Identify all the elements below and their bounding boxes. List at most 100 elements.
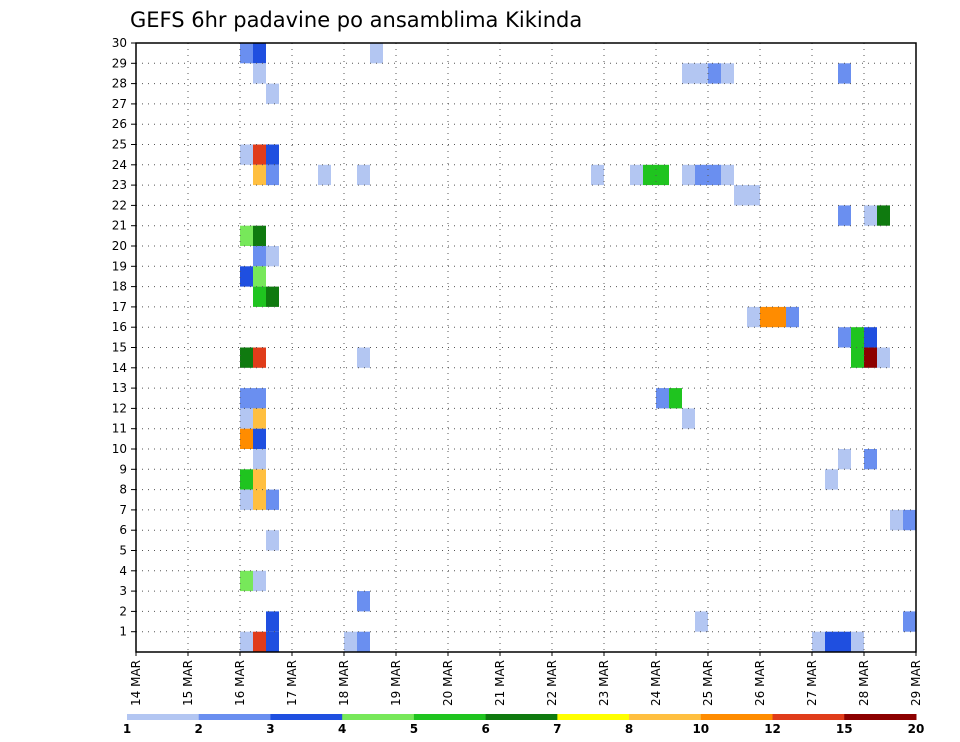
x-tick-label: 26 MAR [753, 660, 767, 706]
y-axis-ticks: 1234567891011121314151617181920212223242… [112, 36, 136, 639]
chart-title: GEFS 6hr padavine po ansamblima Kikinda [130, 8, 582, 32]
precip-cell [240, 347, 253, 368]
precip-cell [682, 408, 695, 429]
precip-cell [253, 63, 266, 84]
x-tick-label: 28 MAR [857, 660, 871, 706]
precip-cell [708, 164, 721, 186]
precip-cell [266, 164, 279, 186]
grid-lines [136, 43, 916, 652]
colorbar-swatch [700, 714, 774, 720]
x-tick-label: 20 MAR [441, 660, 455, 706]
precip-cell [253, 428, 266, 449]
precip-cell [253, 144, 266, 165]
precip-cell [253, 489, 266, 510]
colorbar-swatch [629, 714, 702, 720]
precip-cell [838, 205, 851, 226]
precip-cell [708, 63, 721, 84]
precip-cell [318, 164, 331, 186]
colorbar: 1 2 3 4 5 6 7 8 10 12 15 20 [123, 714, 925, 736]
precip-cell [695, 164, 708, 186]
precip-cell [812, 631, 825, 652]
colorbar-swatch [772, 714, 845, 720]
y-tick-label: 25 [112, 138, 127, 152]
y-tick-label: 9 [119, 462, 127, 476]
precip-cell [695, 611, 708, 632]
precip-cell [656, 388, 669, 409]
precip-cell [266, 489, 279, 510]
precip-cell [266, 631, 279, 652]
precip-cell [838, 63, 851, 84]
precip-cell [786, 306, 799, 328]
y-tick-label: 21 [112, 219, 127, 233]
y-tick-label: 10 [112, 442, 127, 456]
precip-cell [864, 449, 877, 470]
precip-cell [669, 388, 682, 409]
precip-cell [838, 327, 851, 348]
precip-cell [734, 185, 747, 206]
y-tick-label: 18 [112, 280, 127, 294]
colorbar-swatch [270, 714, 343, 720]
y-tick-label: 3 [119, 584, 127, 598]
x-tick-label: 25 MAR [701, 660, 715, 706]
precip-cell [370, 43, 383, 64]
precip-cell [253, 43, 266, 64]
precip-cell [851, 631, 864, 652]
precip-cell [266, 611, 279, 632]
colorbar-label: 15 [836, 722, 853, 736]
precip-cell [864, 347, 877, 368]
precip-cell [721, 164, 734, 186]
precip-cell [253, 286, 266, 307]
precip-cell [240, 469, 253, 490]
y-tick-label: 23 [112, 178, 127, 192]
colorbar-label: 10 [692, 722, 709, 736]
precip-cell [838, 449, 851, 470]
precip-cell [357, 631, 370, 652]
precip-cell [266, 286, 279, 307]
precip-cell [851, 327, 864, 348]
colorbar-label: 20 [908, 722, 925, 736]
precip-cell [253, 388, 266, 409]
colorbar-label: 7 [553, 722, 561, 736]
precip-cell [266, 144, 279, 165]
precip-cell [266, 530, 279, 551]
colorbar-swatch [127, 714, 200, 720]
precipitation-cells [240, 43, 916, 652]
x-tick-label: 24 MAR [649, 660, 663, 706]
colorbar-swatch [557, 714, 630, 720]
precip-cell [240, 408, 253, 429]
precip-cell [773, 306, 786, 328]
precip-cell [760, 306, 773, 328]
precip-cell [253, 246, 266, 267]
x-tick-label: 29 MAR [909, 660, 923, 706]
precip-cell [890, 509, 903, 531]
precip-cell [656, 164, 669, 186]
y-tick-label: 5 [119, 544, 127, 558]
precip-cell [695, 63, 708, 84]
precip-cell [877, 205, 890, 226]
x-tick-label: 23 MAR [597, 660, 611, 706]
precip-cell [240, 631, 253, 652]
precip-cell [877, 347, 890, 368]
y-tick-label: 11 [112, 422, 127, 436]
precip-cell [253, 225, 266, 246]
y-tick-label: 8 [119, 483, 127, 497]
precip-cell [851, 347, 864, 368]
precip-cell [682, 63, 695, 84]
y-tick-label: 2 [119, 604, 127, 618]
colorbar-label: 8 [625, 722, 633, 736]
x-tick-label: 16 MAR [233, 660, 247, 706]
precip-cell [903, 509, 916, 531]
precip-cell [240, 570, 253, 592]
colorbar-swatch [485, 714, 558, 720]
precip-cell [240, 428, 253, 449]
y-tick-label: 28 [112, 77, 127, 91]
colorbar-label: 3 [266, 722, 274, 736]
x-tick-label: 15 MAR [181, 660, 195, 706]
y-tick-label: 29 [112, 56, 127, 70]
y-tick-label: 16 [112, 320, 127, 334]
precip-cell [253, 164, 266, 186]
precip-cell [721, 63, 734, 84]
y-tick-label: 17 [112, 300, 127, 314]
x-tick-label: 27 MAR [805, 660, 819, 706]
